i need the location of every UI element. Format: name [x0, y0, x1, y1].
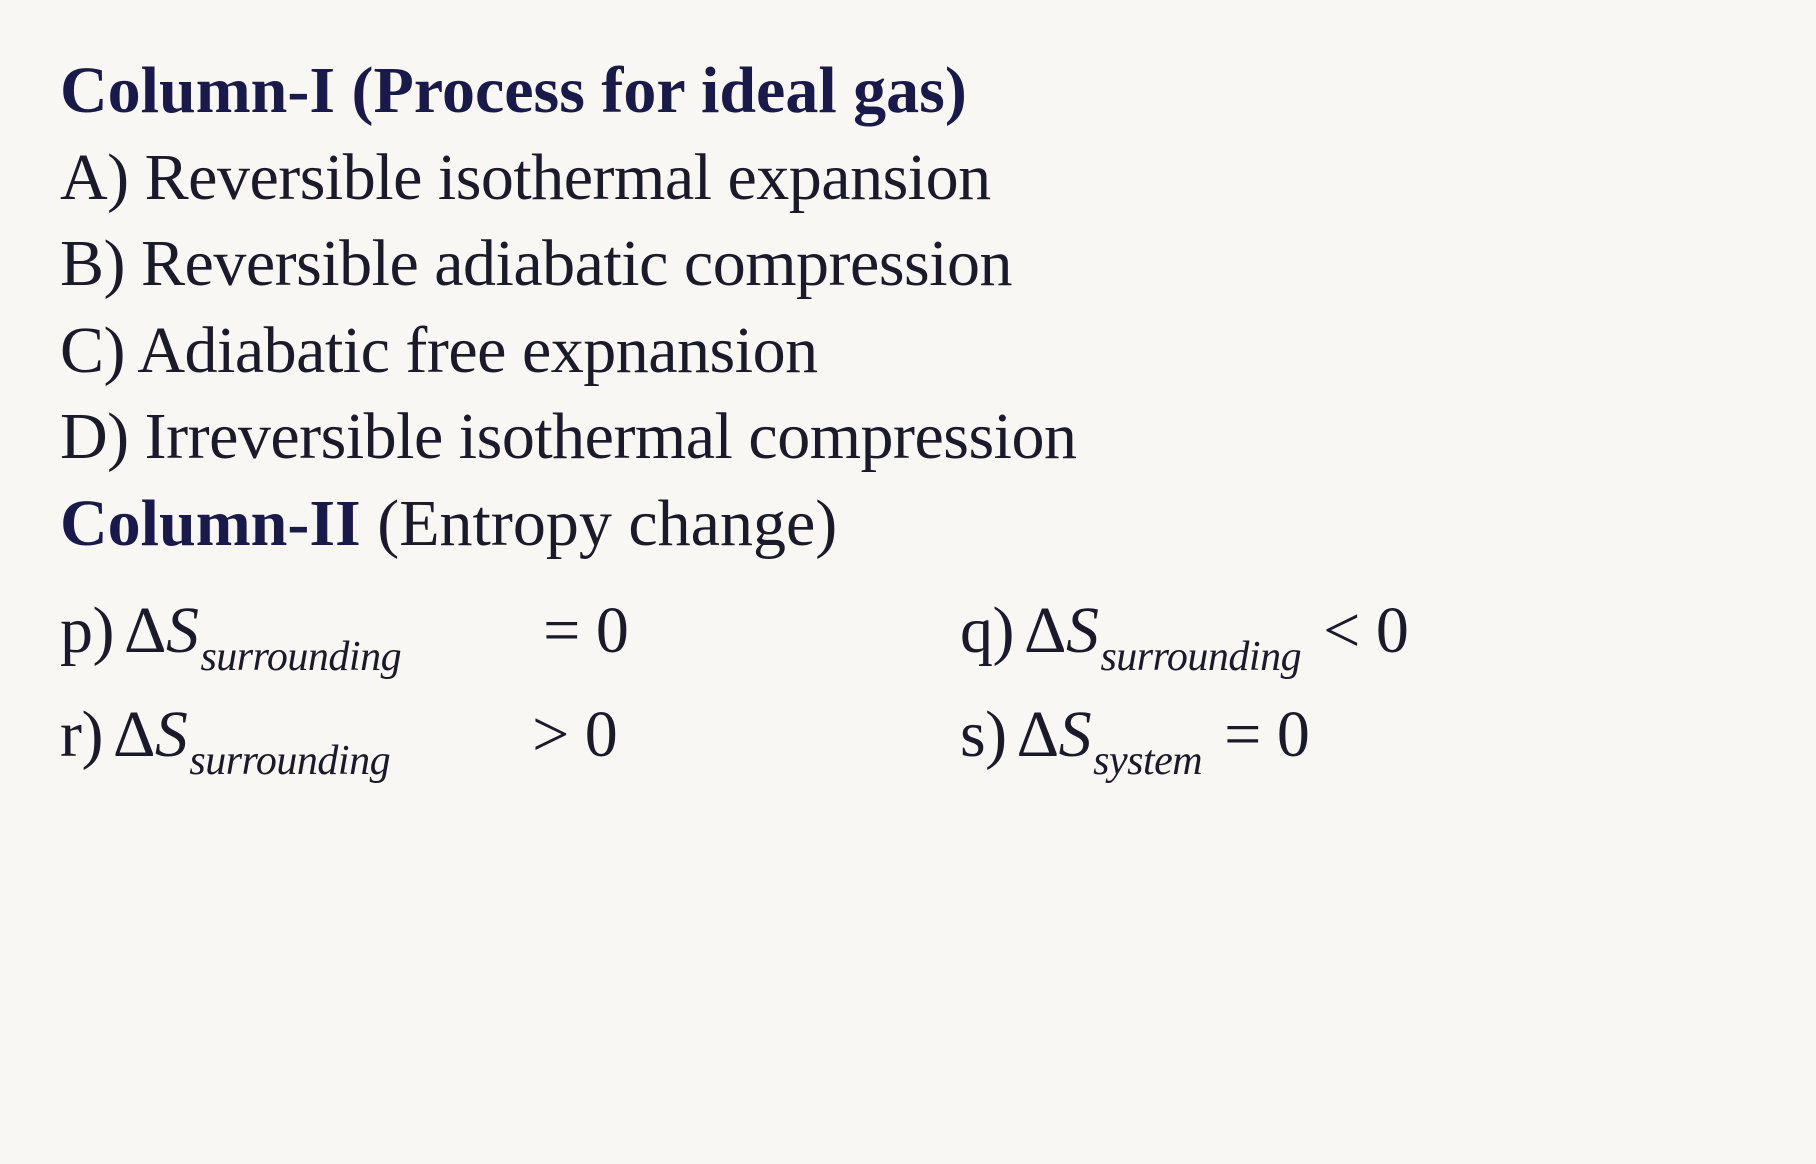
option-q: q) ΔSsurrounding < 0	[960, 593, 1408, 669]
option-s-operator: = 0	[1224, 697, 1309, 773]
document-content: Column-I (Process for ideal gas) A) Reve…	[60, 50, 1756, 773]
item-c: C) Adiabatic free expnansion	[60, 310, 1756, 393]
option-p-formula: ΔSsurrounding = 0	[124, 593, 628, 669]
option-p-delta: Δ	[124, 593, 166, 669]
option-q-label: q)	[960, 593, 1014, 669]
option-p-variable: S	[166, 593, 199, 669]
option-s-delta: Δ	[1017, 697, 1059, 773]
options-row-1: p) ΔSsurrounding = 0 q) ΔSsurrounding < …	[60, 593, 1756, 669]
column2-heading-bold: Column-II	[60, 487, 377, 560]
option-s-subscript: system	[1093, 737, 1202, 785]
option-q-formula: ΔSsurrounding < 0	[1024, 593, 1408, 669]
option-r-subscript: surrounding	[189, 737, 390, 785]
option-r: r) ΔSsurrounding > 0	[60, 697, 960, 773]
option-s: s) ΔSsystem = 0	[960, 697, 1309, 773]
option-p-operator: = 0	[543, 593, 628, 669]
option-p-label: p)	[60, 593, 114, 669]
option-q-variable: S	[1066, 593, 1099, 669]
option-s-label: s)	[960, 697, 1007, 773]
option-s-formula: ΔSsystem = 0	[1017, 697, 1310, 773]
option-s-variable: S	[1059, 697, 1092, 773]
options-row-2: r) ΔSsurrounding > 0 s) ΔSsystem = 0	[60, 697, 1756, 773]
column2-heading: Column-II (Entropy change)	[60, 483, 1756, 566]
option-r-delta: Δ	[113, 697, 155, 773]
option-q-operator: < 0	[1323, 593, 1408, 669]
option-q-subscript: surrounding	[1100, 633, 1301, 681]
item-a: A) Reversible isothermal expansion	[60, 137, 1756, 220]
item-d: D) Irreversible isothermal compression	[60, 396, 1756, 479]
column1-heading: Column-I (Process for ideal gas)	[60, 50, 1756, 133]
option-p: p) ΔSsurrounding = 0	[60, 593, 960, 669]
item-b: B) Reversible adiabatic compression	[60, 223, 1756, 306]
option-q-delta: Δ	[1024, 593, 1066, 669]
option-r-label: r)	[60, 697, 103, 773]
option-r-formula: ΔSsurrounding > 0	[113, 697, 617, 773]
option-r-variable: S	[155, 697, 188, 773]
column2-heading-regular: (Entropy change)	[377, 487, 837, 560]
option-r-operator: > 0	[532, 697, 617, 773]
option-p-subscript: surrounding	[200, 633, 401, 681]
